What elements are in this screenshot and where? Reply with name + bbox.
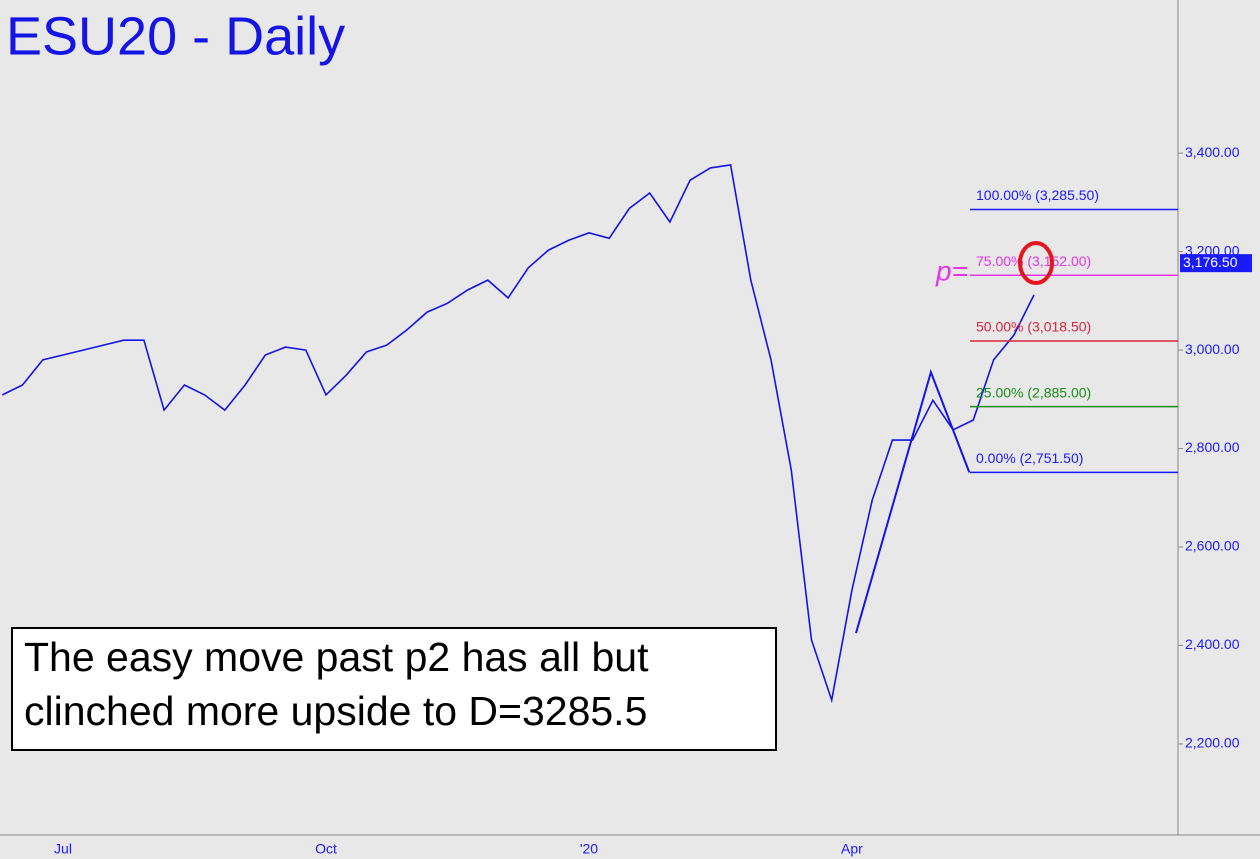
chart-title: ESU20 - Daily	[6, 6, 345, 66]
price-tag	[1180, 254, 1252, 273]
pattern-line	[855, 369, 971, 634]
y-tick-label: 2,200.00	[1185, 735, 1240, 751]
level-label: 75.00% (3,152.00)	[976, 253, 1091, 269]
x-tick-label: Jul	[54, 841, 72, 857]
level-label: 100.00% (3,285.50)	[976, 187, 1099, 203]
y-tick-label: 3,000.00	[1185, 341, 1240, 357]
y-tick-label: 3,400.00	[1185, 144, 1240, 160]
price-tag-label: 3,176.50	[1183, 254, 1238, 270]
note-text: The easy move past p2 has all but	[24, 634, 649, 680]
x-tick-label: Apr	[841, 841, 863, 857]
y-tick-label: 2,400.00	[1185, 636, 1240, 652]
level-label: 0.00% (2,751.50)	[976, 450, 1083, 466]
x-tick-label: Oct	[315, 841, 337, 857]
note-box	[11, 627, 777, 751]
y-tick-label: 2,600.00	[1185, 538, 1240, 554]
p-label: p=	[935, 256, 968, 287]
x-tick-label: '20	[580, 841, 598, 857]
note-text: clinched more upside to D=3285.5	[24, 688, 647, 734]
price-line	[1, 163, 1035, 704]
level-label: 50.00% (3,018.50)	[976, 319, 1091, 335]
highlight-circle	[1018, 241, 1054, 285]
y-tick-label: 2,800.00	[1185, 439, 1240, 455]
level-label: 25.00% (2,885.00)	[976, 384, 1091, 400]
